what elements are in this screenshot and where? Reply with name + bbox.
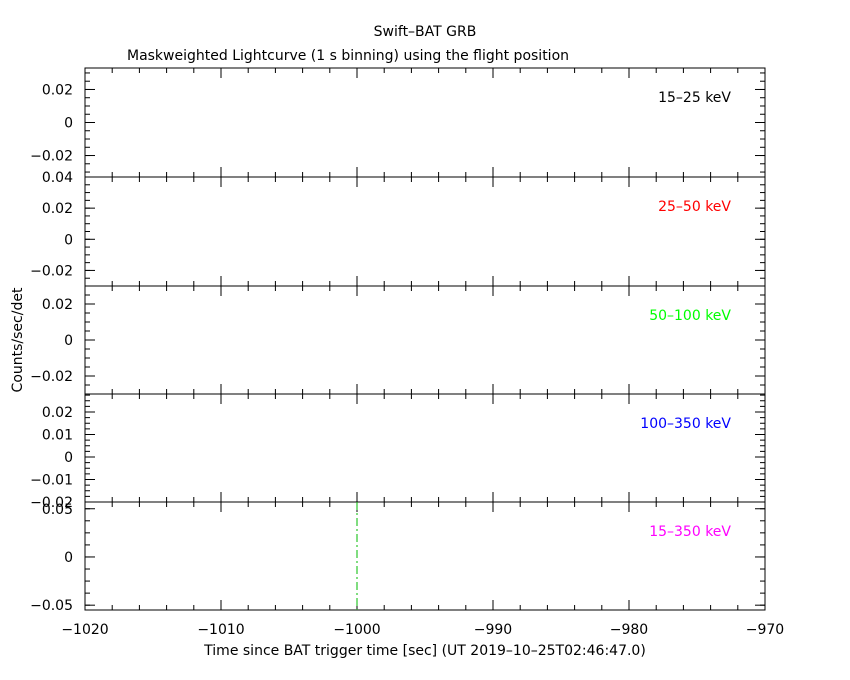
y-tick-label: 0.01	[42, 428, 73, 444]
x-tick-label: −1010	[197, 622, 244, 638]
y-tick-label: −0.02	[30, 263, 73, 279]
x-tick-label: −970	[746, 622, 784, 638]
y-tick-label: −0.02	[30, 149, 73, 165]
panel-frame	[84, 67, 766, 178]
y-tick-label: 0.04	[42, 170, 73, 186]
x-axis-label: Time since BAT trigger time [sec] (UT 20…	[203, 643, 646, 659]
band-label: 25–50 keV	[658, 199, 731, 215]
y-tick-label: 0.02	[42, 297, 73, 313]
y-tick-label: 0.05	[42, 502, 73, 518]
panel-frame	[84, 176, 766, 287]
panel-2: −0.02 0 0.02 50–100 keV	[30, 285, 766, 395]
y-tick-label: −0.05	[30, 598, 73, 614]
y-tick-label: 0	[64, 333, 73, 349]
y-axis-label: Counts/sec/det	[10, 287, 26, 392]
band-label: 15–25 keV	[658, 90, 731, 106]
y-tick-label: 0.02	[42, 201, 73, 217]
x-tick-label: −980	[610, 622, 648, 638]
panel-0: −0.02 0 0.02 15–25 keV	[30, 67, 766, 178]
y-tick-label: −0.02	[30, 369, 73, 385]
chart-subtitle: Maskweighted Lightcurve (1 s binning) us…	[127, 48, 569, 64]
band-label: 50–100 keV	[649, 308, 731, 324]
y-tick-label: 0	[64, 450, 73, 466]
panel-frame	[84, 501, 766, 611]
chart-title: Swift–BAT GRB	[374, 24, 477, 40]
y-tick-label: −0.01	[30, 473, 73, 489]
y-tick-label: −0.02	[30, 495, 73, 511]
y-tick-label: 0	[64, 116, 73, 132]
panel-3: −0.02 −0.01 0 0.01 0.02 100–350 keV	[30, 393, 766, 511]
y-tick-label: 0.02	[42, 82, 73, 98]
y-tick-label: 0	[64, 550, 73, 566]
panel-frame	[84, 285, 766, 395]
panel-4: −0.05 0 0.05 15–350 keV	[30, 501, 766, 614]
y-tick-label: 0.02	[42, 405, 73, 421]
panel-group: −0.02 0 0.02 15–25 keV −0.02 0 0.02 0.04 25–50 k…	[30, 67, 784, 638]
panel-1: −0.02 0 0.02 0.04 25–50 keV	[30, 170, 766, 287]
x-tick-label: −1020	[61, 622, 108, 638]
panel-frame	[84, 393, 766, 503]
x-tick-label: −1000	[333, 622, 380, 638]
y-tick-label: 0	[64, 232, 73, 248]
band-label: 100–350 keV	[640, 416, 731, 432]
x-tick-label: −990	[474, 622, 512, 638]
band-label: 15–350 keV	[649, 524, 731, 540]
